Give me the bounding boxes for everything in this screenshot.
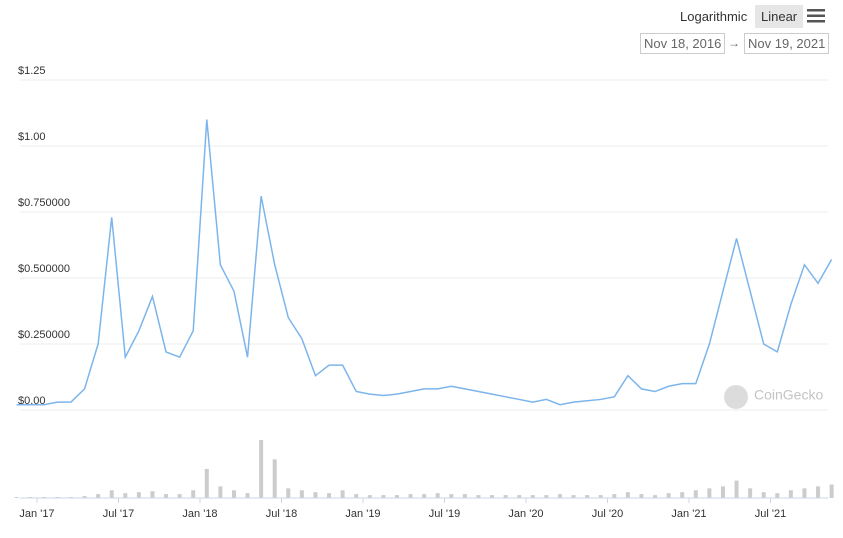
watermark-text: CoinGecko	[754, 387, 823, 403]
volume-bar	[136, 492, 141, 498]
scale-button[interactable]: Logarithmic	[680, 9, 748, 24]
volume-bar	[612, 494, 617, 498]
watermark: CoinGecko	[724, 385, 823, 409]
x-tick-label: Jul '17	[103, 508, 134, 520]
volume-bar	[693, 490, 698, 498]
volume-bar	[802, 488, 807, 498]
volume-bar	[340, 490, 345, 498]
volume-bar	[829, 484, 834, 498]
volume-bar	[435, 493, 440, 498]
volume-bar	[259, 440, 264, 498]
volume-bar	[557, 494, 562, 498]
volume-bar	[585, 495, 590, 498]
volume-bar	[490, 495, 495, 498]
volume-bar	[164, 494, 169, 498]
volume-bar	[191, 490, 196, 498]
volume-bar	[734, 480, 739, 498]
volume-bar	[422, 494, 427, 498]
x-tick-label: Jan '17	[19, 508, 54, 520]
x-tick-label: Jan '20	[508, 508, 543, 520]
volume-bar	[109, 490, 114, 498]
volume-bar	[41, 497, 46, 498]
volume-bar	[653, 495, 658, 498]
volume-bar	[381, 495, 386, 498]
x-tick-label: Jan '19	[345, 508, 380, 520]
volume-bar	[680, 492, 685, 498]
volume-bar	[707, 488, 712, 498]
range-end[interactable]: Nov 19, 2021	[744, 33, 830, 54]
volume-bar	[666, 493, 671, 498]
x-tick-label: Jul '18	[266, 508, 297, 520]
volume-bar	[14, 497, 19, 498]
volume-bar	[367, 495, 372, 498]
volume-bar	[788, 490, 793, 498]
y-tick-label: $1.25	[18, 65, 46, 77]
volume-bar	[204, 469, 209, 498]
volume-bar	[544, 495, 549, 498]
volume-bar	[639, 494, 644, 498]
volume-bar	[68, 497, 73, 498]
volume-bar	[598, 495, 603, 498]
volume-bar	[299, 490, 304, 498]
y-tick-label: $0.500000	[18, 263, 70, 275]
volume-bar	[123, 493, 128, 498]
volume-bar	[720, 486, 725, 498]
volume-bar	[761, 492, 766, 498]
volume-bar	[55, 497, 60, 498]
volume-bar	[503, 495, 508, 498]
volume-bar	[476, 495, 481, 498]
y-tick-label: $0.750000	[18, 197, 70, 209]
volume-bar	[625, 492, 630, 498]
y-tick-label: $0.00	[18, 395, 46, 407]
volume-bar	[245, 493, 250, 498]
volume-bar	[231, 490, 236, 498]
range-separator: →	[728, 36, 740, 50]
x-tick-label: Jul '21	[755, 508, 786, 520]
volume-bar	[272, 459, 277, 498]
volume-bar	[408, 494, 413, 498]
x-tick-label: Jan '21	[671, 508, 706, 520]
volume-bar	[571, 495, 576, 498]
volume-bar	[816, 486, 821, 498]
volume-bar	[775, 493, 780, 498]
volume-bar	[517, 495, 522, 498]
volume-bar	[150, 491, 155, 498]
volume-bar	[96, 494, 101, 498]
menu-icon[interactable]	[807, 9, 825, 23]
volume-bar	[218, 486, 223, 498]
x-tick-label: Jul '20	[592, 508, 623, 520]
volume-bar	[530, 495, 535, 498]
volume-bar	[286, 488, 291, 498]
y-tick-label: $0.250000	[18, 329, 70, 341]
x-tick-label: Jan '18	[182, 508, 217, 520]
volume-bar	[327, 493, 332, 498]
volume-bar	[748, 488, 753, 498]
volume-bar	[28, 497, 33, 498]
volume-bar	[354, 494, 359, 498]
volume-bar	[82, 496, 87, 498]
volume-bar	[313, 492, 318, 498]
range-start[interactable]: Nov 18, 2016	[640, 33, 726, 54]
x-tick-label: Jul '19	[429, 508, 460, 520]
y-tick-label: $1.00	[18, 131, 46, 143]
scale-button-active[interactable]: Linear	[755, 5, 804, 28]
price-line	[16, 119, 833, 406]
volume-bar	[394, 495, 399, 498]
volume-bar	[177, 494, 182, 498]
volume-bar	[449, 494, 454, 498]
volume-bar	[462, 494, 467, 498]
